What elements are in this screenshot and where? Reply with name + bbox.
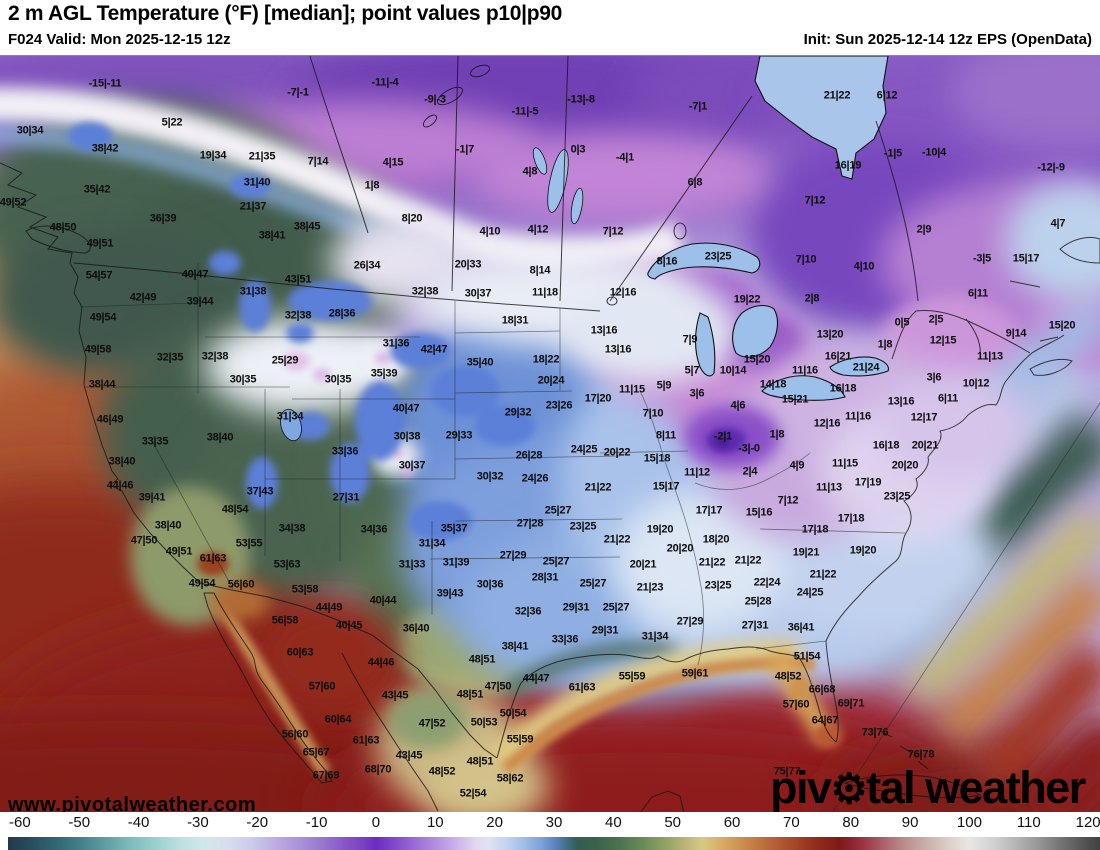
brand-logo-left: piv: [770, 762, 832, 813]
colorbar-tick: -50: [68, 814, 91, 831]
map-title: 2 m AGL Temperature (°F) [median]; point…: [8, 2, 562, 25]
watermark: www.pivotalweather.com: [8, 794, 257, 816]
colorbar: -60 -50 -40 -30 -20 -10 0 10 20 30 40 50 60 70 80 90 100…: [0, 812, 1100, 850]
colorbar-tick: -20: [246, 814, 269, 831]
colorbar-tick: 60: [723, 814, 741, 831]
valid-time: F024 Valid: Mon 2025-12-15 12z: [8, 31, 231, 48]
colorbar-tick: 40: [605, 814, 622, 831]
colorbar-tick: -40: [127, 814, 150, 831]
gear-icon: ⚙: [830, 766, 868, 812]
colorbar-tick: 70: [783, 814, 800, 831]
brand-logo: piv⚙tal weather: [770, 762, 1086, 814]
colorbar-tick: 10: [426, 814, 444, 831]
temperature-field-graphic: [0, 56, 1100, 813]
init-time: Init: Sun 2025-12-14 12z EPS (OpenData): [803, 31, 1092, 48]
colorbar-tick: -10: [305, 814, 328, 831]
colorbar-tick: 110: [1016, 814, 1041, 831]
colorbar-tick: 100: [956, 814, 982, 831]
colorbar-strip: [8, 837, 1100, 850]
map-canvas: [0, 55, 1100, 813]
map-header: 2 m AGL Temperature (°F) [median]; point…: [0, 0, 1100, 55]
colorbar-tick: 80: [842, 814, 860, 831]
colorbar-tick: 50: [664, 814, 682, 831]
colorbar-tick: -60: [9, 814, 31, 831]
colorbar-tick: -30: [187, 814, 209, 831]
colorbar-tick: 0: [371, 814, 381, 831]
colorbar-tick: 30: [545, 814, 563, 831]
colorbar-tick: 120: [1075, 814, 1100, 831]
brand-logo-right: tal weather: [866, 762, 1086, 813]
colorbar-tick: 20: [486, 814, 503, 831]
colorbar-tick: 90: [901, 814, 919, 831]
